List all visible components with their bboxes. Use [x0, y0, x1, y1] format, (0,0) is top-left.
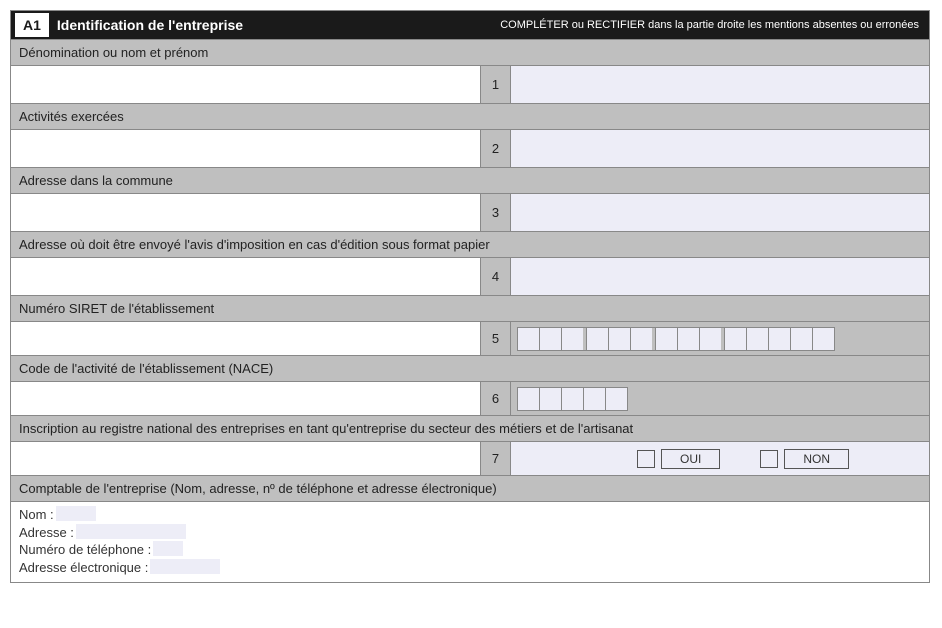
row-siret: 5 [11, 321, 929, 355]
comptable-nom-label: Nom : [19, 506, 54, 524]
comptable-adresse-input[interactable] [76, 524, 186, 539]
comptable-nom-line: Nom : [19, 506, 921, 524]
siret-char[interactable] [724, 327, 747, 351]
label-activites: Activités exercées [11, 103, 929, 129]
siret-boxes [517, 327, 834, 351]
comptable-adresse-line: Adresse : [19, 524, 921, 542]
nace-char[interactable] [517, 387, 540, 411]
siret-input-area [511, 322, 929, 355]
comptable-nom-input[interactable] [56, 506, 96, 521]
label-denomination: Dénomination ou nom et prénom [11, 39, 929, 65]
nace-char[interactable] [605, 387, 628, 411]
siret-char[interactable] [561, 327, 584, 351]
row-adresse-avis: 4 [11, 257, 929, 295]
comptable-adresse-label: Adresse : [19, 524, 74, 542]
row-nace: 6 [11, 381, 929, 415]
nace-input-area [511, 382, 929, 415]
row-number-7: 7 [481, 442, 511, 475]
adresse-avis-input[interactable] [511, 258, 929, 295]
section-note: COMPLÉTER ou RECTIFIER dans la partie dr… [500, 19, 929, 31]
siret-char[interactable] [539, 327, 562, 351]
nace-prefilled [11, 382, 481, 415]
label-adresse-avis: Adresse où doit être envoyé l'avis d'imp… [11, 231, 929, 257]
comptable-email-label: Adresse électronique : [19, 559, 148, 577]
activites-input[interactable] [511, 130, 929, 167]
adresse-commune-prefilled [11, 194, 481, 231]
nace-char[interactable] [561, 387, 584, 411]
comptable-block: Nom : Adresse : Numéro de téléphone : Ad… [11, 501, 929, 582]
row-number-2: 2 [481, 130, 511, 167]
adresse-avis-prefilled [11, 258, 481, 295]
activites-prefilled [11, 130, 481, 167]
comptable-tel-input[interactable] [153, 541, 183, 556]
siret-char[interactable] [655, 327, 678, 351]
nace-boxes [517, 387, 627, 411]
row-inscription: 7 OUI NON [11, 441, 929, 475]
denomination-prefilled [11, 66, 481, 103]
non-checkbox[interactable] [760, 450, 778, 468]
inscription-input-area: OUI NON [511, 442, 929, 475]
denomination-input[interactable] [511, 66, 929, 103]
label-siret: Numéro SIRET de l'établissement [11, 295, 929, 321]
row-number-3: 3 [481, 194, 511, 231]
row-number-4: 4 [481, 258, 511, 295]
label-inscription: Inscription au registre national des ent… [11, 415, 929, 441]
oui-option[interactable]: OUI [637, 449, 720, 469]
oui-non-group: OUI NON [517, 449, 849, 469]
inscription-prefilled [11, 442, 481, 475]
oui-label: OUI [661, 449, 720, 469]
row-activites: 2 [11, 129, 929, 167]
comptable-tel-label: Numéro de téléphone : [19, 541, 151, 559]
non-label: NON [784, 449, 849, 469]
row-denomination: 1 [11, 65, 929, 103]
label-comptable: Comptable de l'entreprise (Nom, adresse,… [11, 475, 929, 501]
comptable-tel-line: Numéro de téléphone : [19, 541, 921, 559]
section-title: Identification de l'entreprise [57, 17, 243, 33]
siret-char[interactable] [746, 327, 769, 351]
form-a1: A1 Identification de l'entreprise COMPLÉ… [10, 10, 930, 583]
siret-char[interactable] [768, 327, 791, 351]
row-number-1: 1 [481, 66, 511, 103]
adresse-commune-input[interactable] [511, 194, 929, 231]
comptable-email-input[interactable] [150, 559, 220, 574]
siret-char[interactable] [677, 327, 700, 351]
oui-checkbox[interactable] [637, 450, 655, 468]
row-adresse-commune: 3 [11, 193, 929, 231]
nace-char[interactable] [539, 387, 562, 411]
row-number-6: 6 [481, 382, 511, 415]
siret-char[interactable] [790, 327, 813, 351]
label-nace: Code de l'activité de l'établissement (N… [11, 355, 929, 381]
non-option[interactable]: NON [760, 449, 849, 469]
siret-char[interactable] [517, 327, 540, 351]
comptable-email-line: Adresse électronique : [19, 559, 921, 577]
siret-char[interactable] [699, 327, 722, 351]
siret-char[interactable] [630, 327, 653, 351]
siret-char[interactable] [586, 327, 609, 351]
siret-prefilled [11, 322, 481, 355]
siret-char[interactable] [812, 327, 835, 351]
label-adresse-commune: Adresse dans la commune [11, 167, 929, 193]
siret-char[interactable] [608, 327, 631, 351]
section-header: A1 Identification de l'entreprise COMPLÉ… [11, 11, 929, 39]
section-code: A1 [15, 13, 49, 37]
row-number-5: 5 [481, 322, 511, 355]
nace-char[interactable] [583, 387, 606, 411]
